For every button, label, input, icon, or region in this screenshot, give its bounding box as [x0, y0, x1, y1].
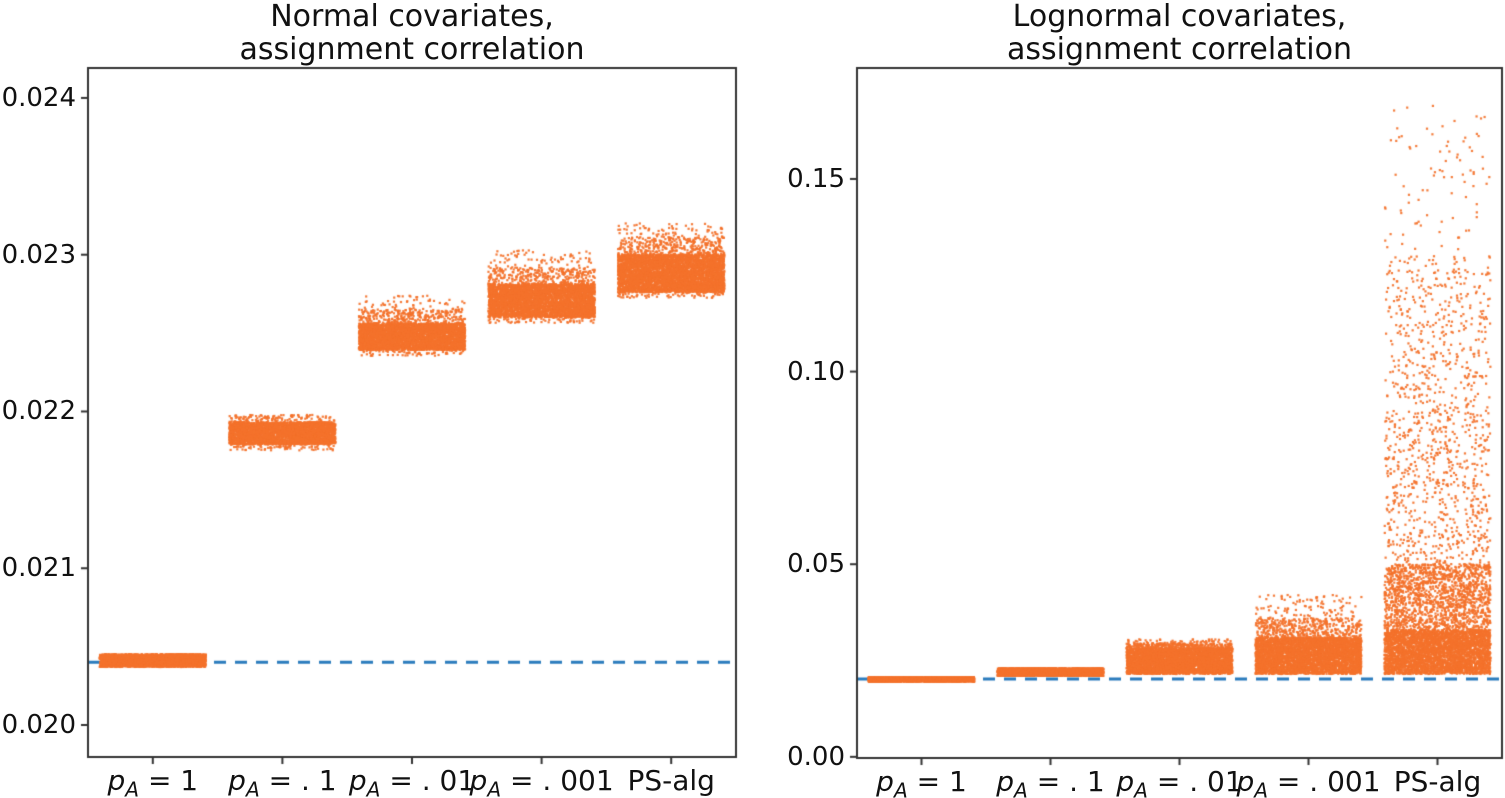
xtick-label: pA = . 01 — [1116, 765, 1243, 798]
ytick-label: 0.10 — [787, 356, 845, 387]
plot-title-normal-covariates: Normal covariates, assignment correlatio… — [239, 0, 585, 67]
ytick-label: 0.00 — [787, 741, 845, 772]
xtick-label: pA = . 1 — [996, 765, 1105, 798]
xtick-label: PS-alg — [627, 764, 715, 797]
xtick-label: pA = . 1 — [228, 764, 337, 798]
ytick-label: 0.024 — [1, 82, 76, 113]
xtick-label: pA = . 01 — [348, 764, 476, 798]
ytick-label: 0.020 — [1, 710, 76, 741]
ytick-label: 0.023 — [1, 239, 76, 270]
xtick-label: pA = . 001 — [1236, 765, 1381, 798]
ytick-label: 0.022 — [1, 396, 76, 427]
xtick-label: pA = . 001 — [469, 764, 614, 798]
xtick-label: PS-alg — [1393, 765, 1482, 798]
ytick-label: 0.05 — [787, 549, 845, 580]
ytick-label: 0.021 — [1, 553, 76, 584]
ytick-label: 0.15 — [787, 163, 845, 194]
xtick-label: pA = 1 — [876, 765, 967, 798]
xtick-label: pA = 1 — [107, 764, 199, 798]
plot-title-lognormal-covariates: Lognormal covariates, assignment correla… — [1007, 0, 1352, 67]
